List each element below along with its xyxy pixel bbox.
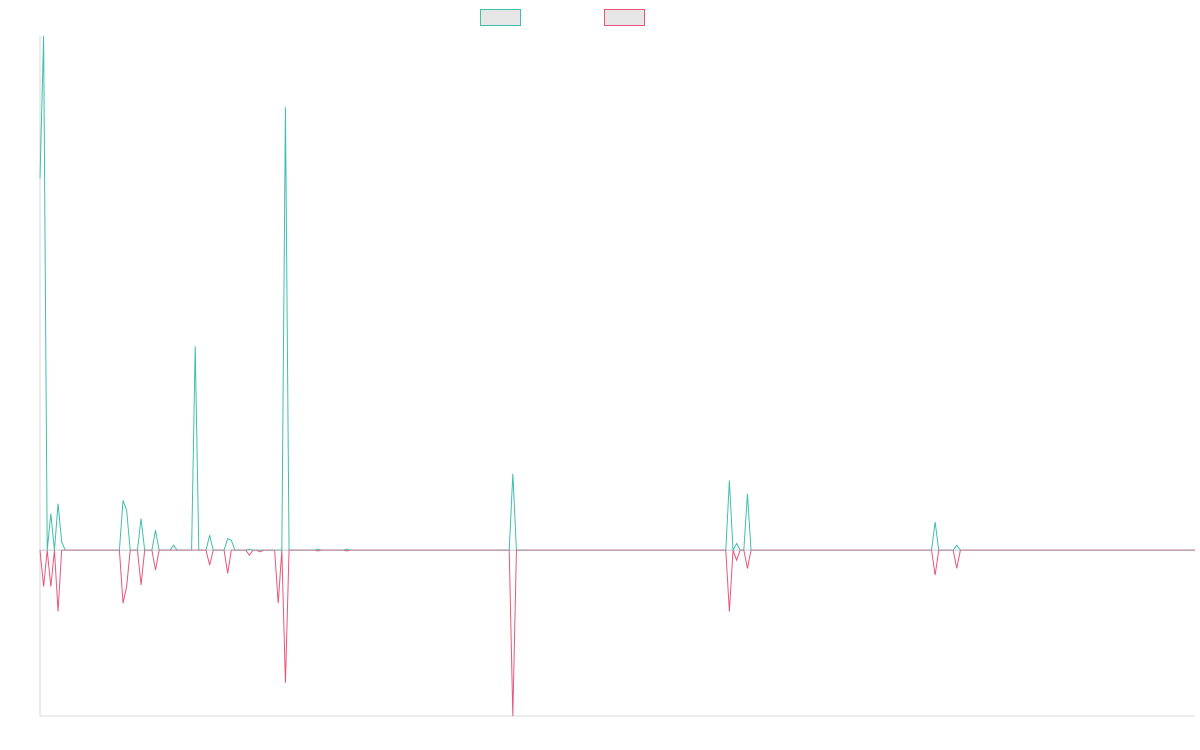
legend — [480, 9, 645, 26]
legend-item-1 — [480, 9, 521, 26]
series-line-2 — [39, 549, 1195, 717]
legend-item-2 — [604, 9, 645, 26]
series-layer — [39, 35, 1195, 717]
axes — [39, 36, 1195, 717]
legend-swatch-2 — [604, 9, 645, 26]
series-line-1 — [39, 35, 1195, 552]
legend-swatch-1 — [480, 9, 521, 26]
